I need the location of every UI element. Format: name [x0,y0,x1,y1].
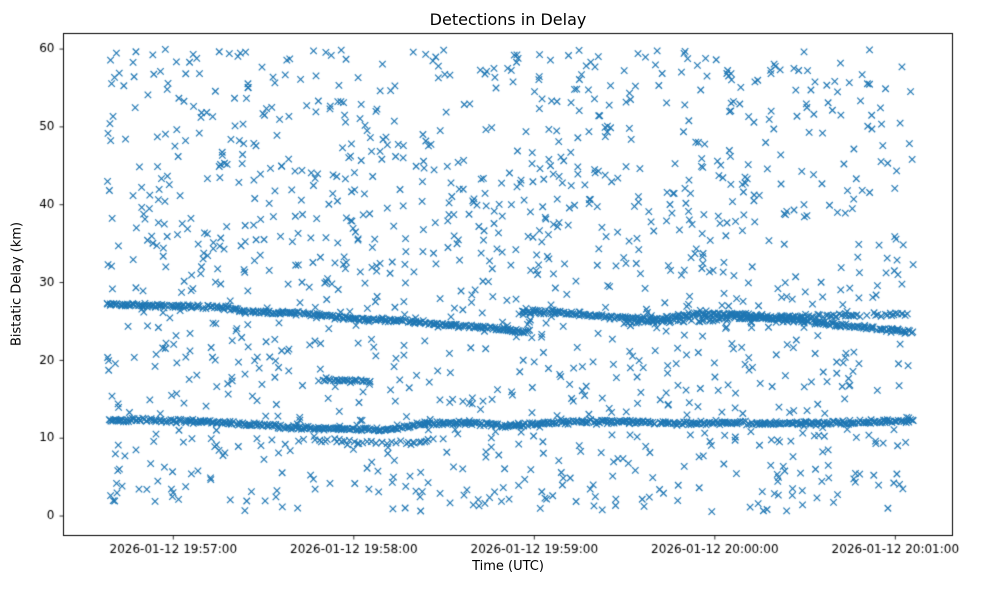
chart-title: Detections in Delay [429,10,587,29]
y-axis-label: Bistatic Delay (km) [9,221,25,347]
x-axis-label: Time (UTC) [472,559,544,574]
